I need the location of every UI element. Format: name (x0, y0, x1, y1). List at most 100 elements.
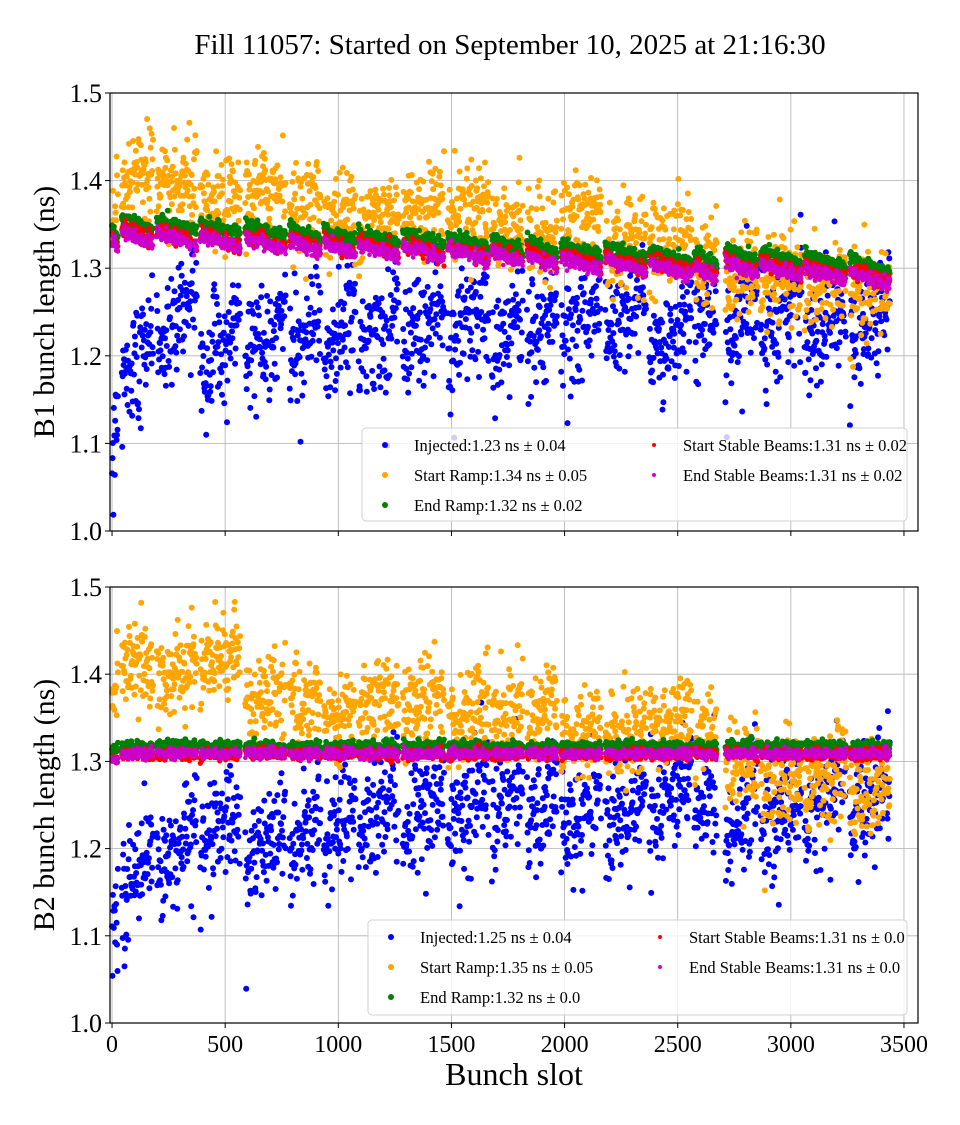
data-point (744, 223, 750, 229)
data-point (738, 331, 744, 337)
data-point (162, 371, 168, 377)
data-point (229, 161, 235, 167)
data-point (186, 307, 192, 313)
data-point (616, 366, 622, 372)
data-point (307, 188, 313, 194)
data-point (172, 147, 178, 153)
data-point (381, 356, 387, 362)
data-point (748, 300, 754, 306)
data-point (589, 353, 595, 359)
data-point (432, 269, 438, 275)
data-point (122, 159, 128, 165)
data-point (172, 288, 178, 294)
data-point (164, 343, 170, 349)
data-point (594, 177, 600, 183)
data-point (529, 281, 535, 287)
data-point (193, 260, 199, 266)
data-point (803, 370, 809, 376)
data-point (506, 362, 512, 368)
data-point (224, 378, 230, 384)
data-point (146, 185, 152, 191)
data-point (333, 176, 339, 182)
data-point (326, 352, 332, 358)
data-point (330, 306, 336, 312)
data-point (265, 309, 271, 315)
data-point (287, 306, 293, 312)
data-point (328, 359, 334, 365)
data-point (568, 311, 574, 317)
data-point (225, 212, 231, 218)
data-point (636, 304, 642, 310)
data-point (764, 329, 770, 335)
data-point (303, 211, 309, 217)
data-point (477, 294, 483, 300)
data-point (190, 268, 196, 274)
data-point (610, 278, 616, 284)
data-point (251, 205, 257, 211)
data-point (738, 229, 744, 235)
data-point (349, 315, 355, 321)
data-point (185, 230, 190, 235)
data-point (149, 168, 155, 174)
data-point (173, 170, 179, 176)
data-point (762, 335, 768, 341)
data-point (148, 145, 154, 151)
data-point (536, 327, 542, 333)
data-point (378, 219, 384, 225)
data-point (671, 331, 677, 337)
data-point (588, 175, 594, 181)
data-point (533, 379, 539, 385)
data-point (791, 363, 797, 369)
data-point (237, 311, 243, 317)
data-point (322, 367, 328, 373)
data-point (150, 156, 156, 162)
data-point (230, 168, 236, 174)
data-point (452, 347, 458, 353)
data-point (793, 313, 799, 319)
data-point (748, 350, 754, 356)
data-point (132, 342, 138, 348)
data-point (829, 324, 835, 330)
data-point (639, 194, 645, 200)
data-point (360, 298, 366, 304)
data-point (517, 317, 523, 323)
data-point (146, 297, 152, 303)
data-point (525, 358, 531, 364)
data-point (111, 224, 117, 230)
data-point (854, 305, 860, 311)
data-point (679, 284, 685, 290)
data-point (136, 415, 142, 421)
data-point (597, 187, 603, 193)
data-point (316, 283, 322, 289)
data-point (205, 172, 211, 178)
data-point (633, 240, 639, 246)
data-point (834, 345, 840, 351)
data-point (173, 350, 179, 356)
data-point (451, 311, 457, 317)
data-point (478, 175, 484, 181)
data-point (314, 159, 320, 165)
data-point (427, 306, 433, 312)
data-point (264, 293, 270, 299)
data-point (386, 192, 392, 198)
data-point (140, 312, 146, 318)
data-point (376, 373, 382, 379)
data-point (873, 320, 879, 326)
data-point (317, 307, 323, 313)
data-point (661, 205, 667, 211)
data-point (191, 156, 197, 162)
data-point (393, 184, 399, 190)
data-point (764, 362, 770, 368)
data-point (129, 204, 135, 210)
data-point (484, 200, 490, 206)
data-point (509, 283, 515, 289)
data-point (235, 283, 241, 289)
data-point (818, 306, 824, 312)
data-point (144, 366, 150, 372)
data-point (327, 255, 333, 261)
data-point (573, 343, 579, 349)
data-point (114, 154, 120, 160)
data-point (688, 307, 694, 313)
data-point (293, 211, 299, 217)
data-point (388, 204, 394, 210)
